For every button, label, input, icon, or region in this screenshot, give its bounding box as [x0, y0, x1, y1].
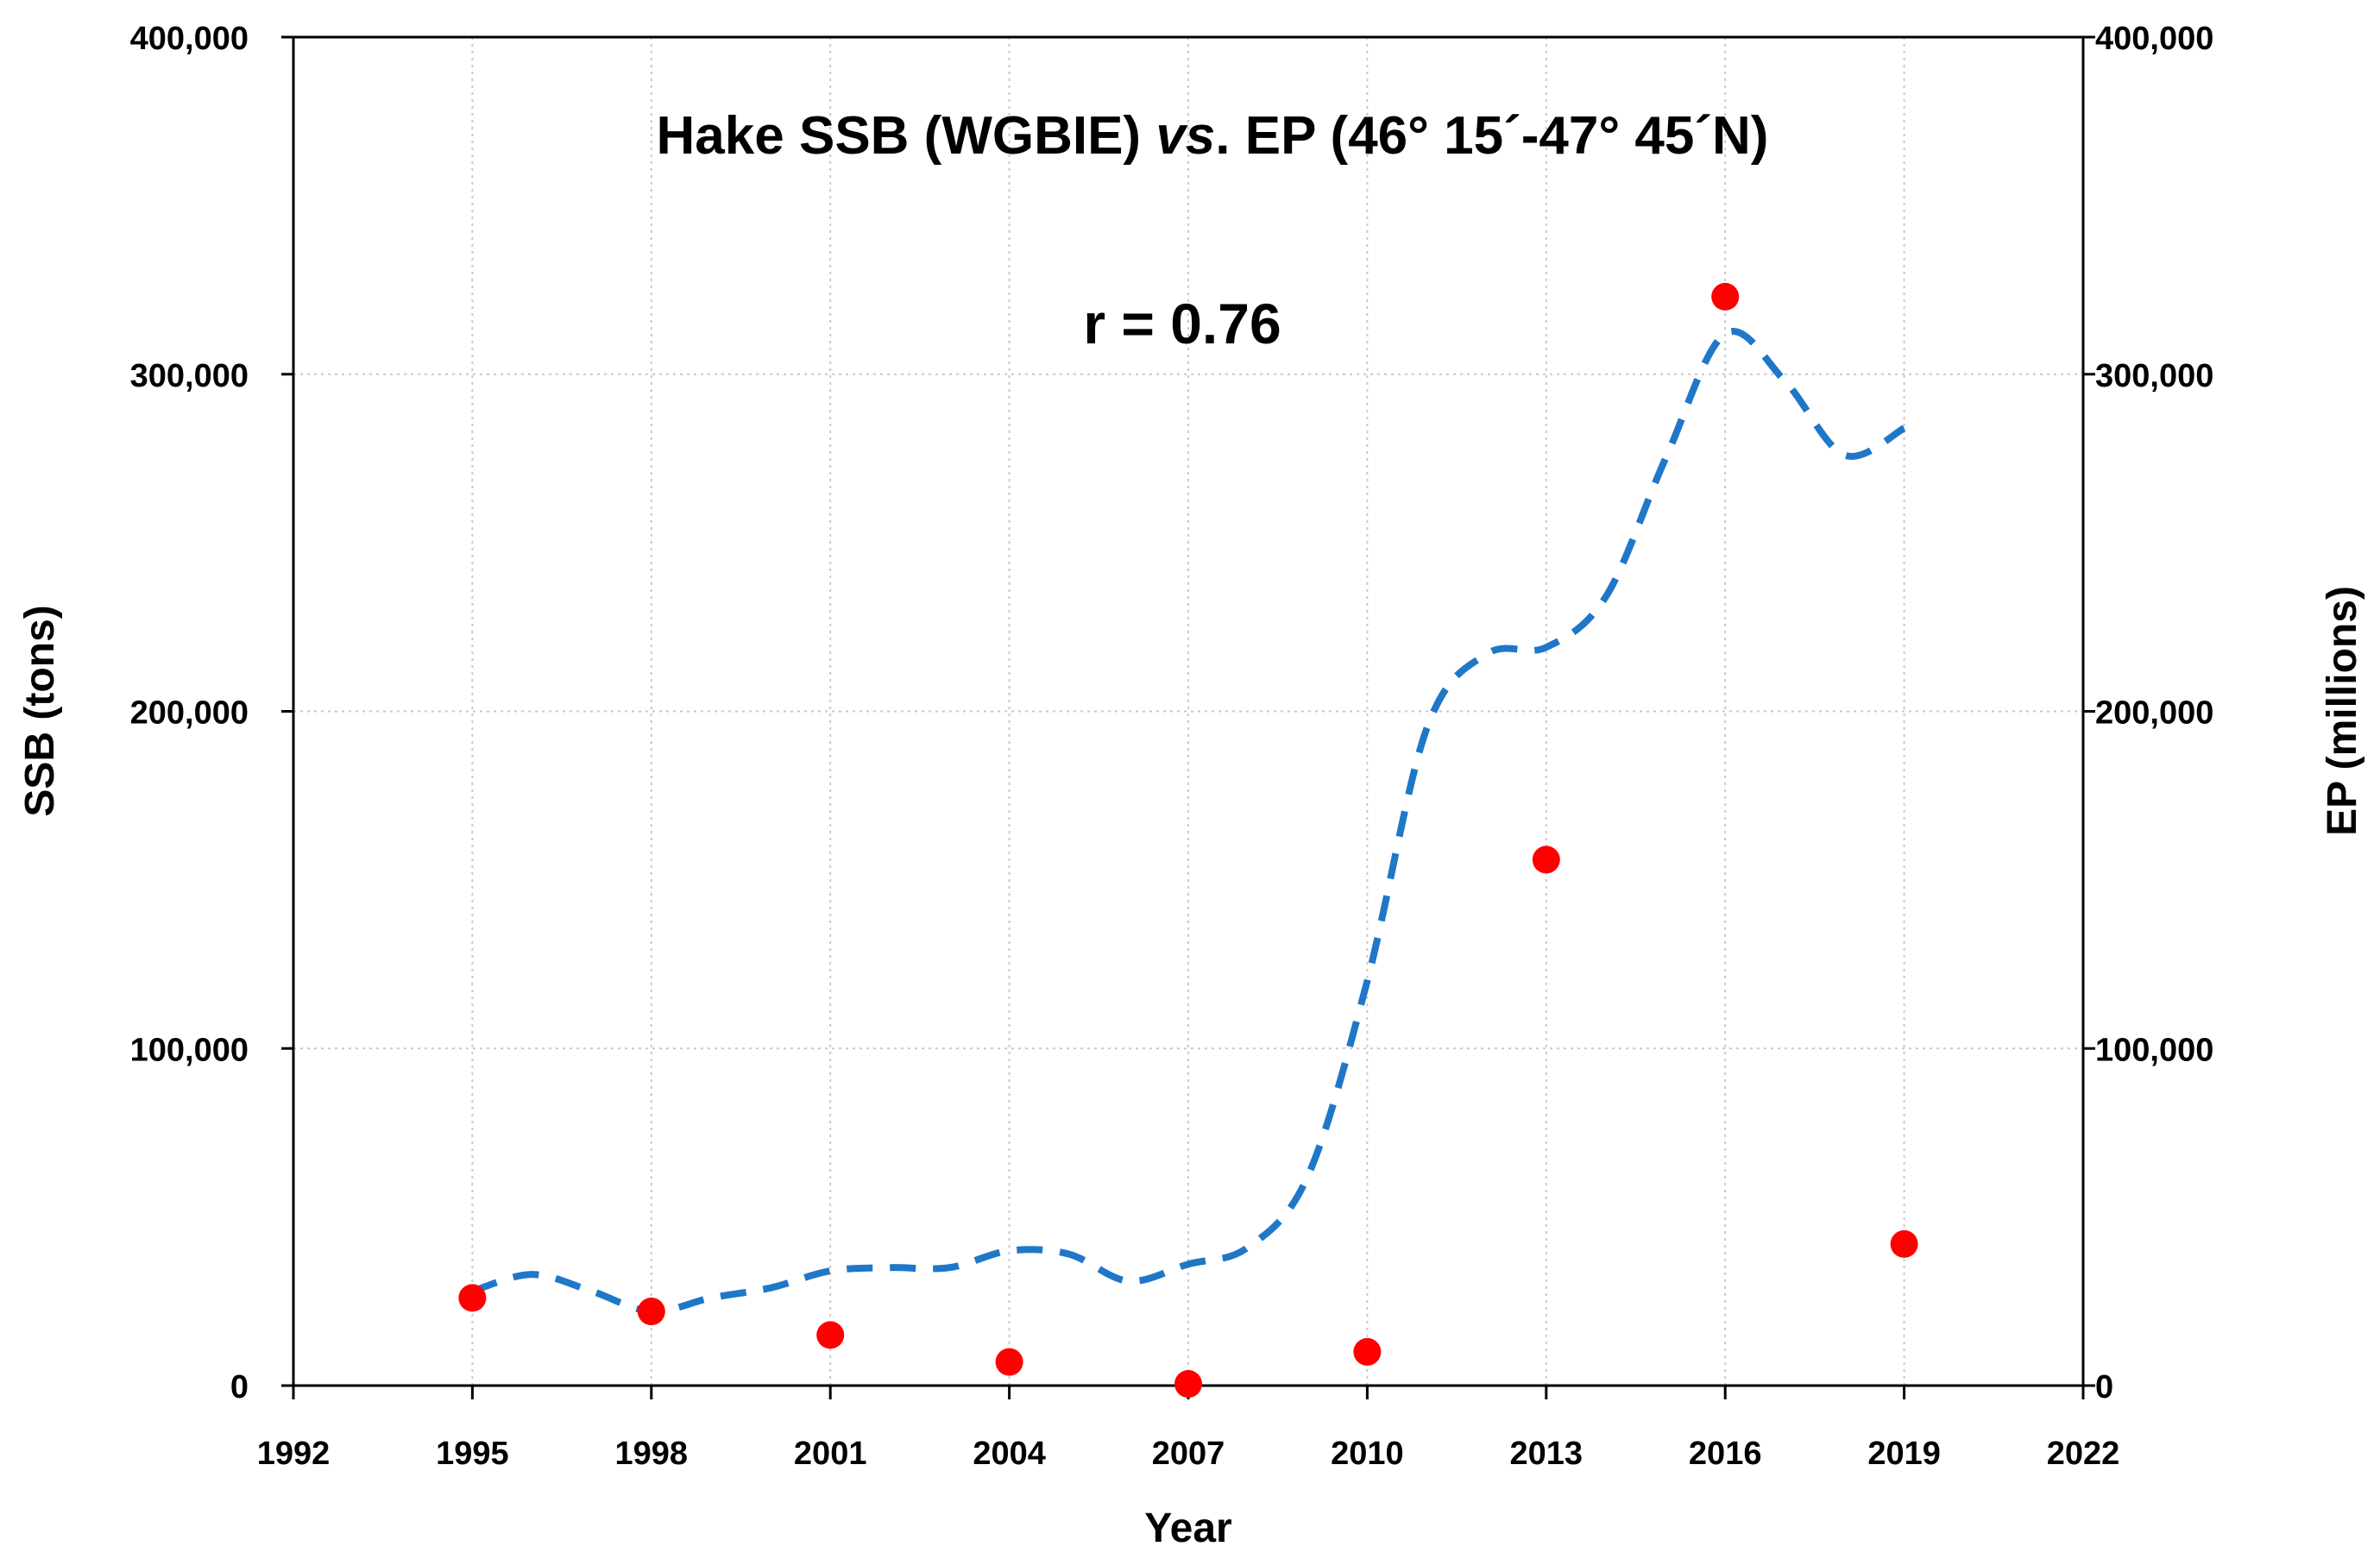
y-tick-label-left: 400,000 — [130, 21, 249, 57]
ssb-line — [471, 328, 1906, 1316]
x-axis-title: Year — [1144, 1506, 1231, 1551]
gridlines — [293, 37, 2083, 1386]
ep-point — [1890, 1229, 1918, 1258]
ep-point — [637, 1298, 665, 1326]
x-tick-label: 2004 — [973, 1436, 1046, 1472]
x-tick-label: 2019 — [1867, 1436, 1941, 1472]
y-tick-label-left: 300,000 — [130, 358, 249, 394]
x-tick-label: 2016 — [1689, 1436, 1762, 1472]
data-series — [458, 282, 1918, 1399]
correlation-annotation: r = 0.76 — [1083, 292, 1281, 355]
x-tick-label: 2022 — [2047, 1436, 2120, 1472]
ep-point — [1532, 846, 1560, 874]
chart-title-part-2: . EP (46° 15´-47° 45´N) — [1215, 106, 1768, 166]
x-tick-label: 2010 — [1331, 1436, 1404, 1472]
ep-point — [995, 1348, 1023, 1376]
ep-point — [1711, 282, 1740, 311]
axis-ticks: 1992 1995 1998 2001 2004 2007 2010 2013 2016 2019… — [130, 21, 2214, 1472]
y-tick-label-right: 200,000 — [2095, 695, 2213, 732]
y-tick-label-left: 0 — [230, 1369, 249, 1405]
chart-title-part-italic: vs — [1155, 106, 1215, 166]
y-tick-label-left: 100,000 — [130, 1032, 249, 1068]
x-tick-label: 2001 — [794, 1436, 867, 1472]
ep-point — [1174, 1370, 1202, 1399]
x-tick-label: 2013 — [1510, 1436, 1584, 1472]
y-tick-label-left: 200,000 — [130, 695, 249, 732]
chart-title-part-1: Hake SSB (WGBIE) — [657, 106, 1156, 166]
y-axis-title-right: EP (millions) — [2320, 586, 2365, 836]
y-axis-title-left: SSB (tons) — [17, 605, 63, 816]
x-tick-label: 1992 — [257, 1436, 331, 1472]
x-tick-label: 2007 — [1152, 1436, 1225, 1472]
ep-point — [816, 1321, 845, 1349]
chart-title: Hake SSB (WGBIE) vs. EP (46° 15´-47° 45´… — [657, 106, 1769, 166]
ep-point — [1353, 1337, 1382, 1366]
ep-point — [458, 1284, 487, 1312]
y-tick-label-right: 300,000 — [2095, 358, 2213, 394]
x-tick-label: 1995 — [436, 1436, 509, 1472]
y-tick-label-right: 100,000 — [2095, 1032, 2213, 1068]
y-tick-label-right: 0 — [2095, 1369, 2113, 1405]
x-tick-label: 1998 — [615, 1436, 689, 1472]
y-tick-label-right: 400,000 — [2095, 21, 2213, 57]
